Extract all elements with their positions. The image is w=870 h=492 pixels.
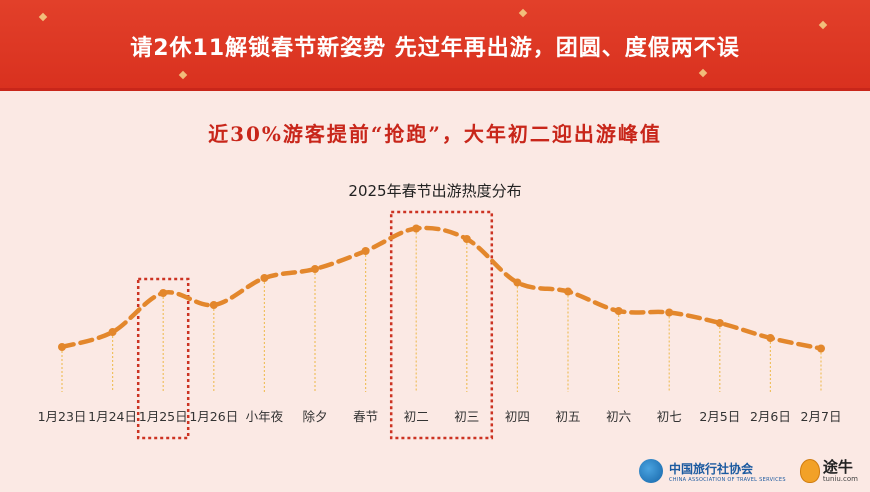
data-point [665, 308, 674, 317]
x-tick-label: 2月5日 [699, 409, 740, 424]
data-point [462, 235, 471, 243]
data-point [412, 224, 421, 233]
cats-logo: 中国旅行社协会 CHINA ASSOCIATION OF TRAVEL SERV… [639, 459, 786, 483]
data-point [614, 307, 623, 315]
series-line [59, 225, 824, 351]
x-tick-label: 除夕 [302, 409, 327, 424]
footer-logos: 中国旅行社协会 CHINA ASSOCIATION OF TRAVEL SERV… [639, 456, 858, 486]
data-point [361, 247, 370, 255]
banner-title: 请2休11解锁春节新姿势 先过年再出游，团圆、度假两不误 [130, 36, 740, 61]
x-tick-label: 初七 [657, 409, 682, 424]
globe-icon [639, 459, 663, 483]
x-tick-label: 2月6日 [750, 409, 791, 424]
data-point [513, 278, 522, 287]
header-banner: 请2休11解锁春节新姿势 先过年再出游，团圆、度假两不误 [0, 0, 870, 91]
x-tick-label: 初五 [555, 409, 580, 424]
tuniu-logo-name: 途牛 [822, 457, 853, 476]
cats-logo-sub: CHINA ASSOCIATION OF TRAVEL SERVICES [669, 476, 786, 483]
x-tick-label: 小年夜 [246, 409, 284, 424]
x-tick-label: 1月23日 [38, 409, 87, 424]
data-point [108, 328, 117, 336]
data-point [564, 287, 572, 296]
x-tick-label: 1月26日 [189, 409, 238, 424]
x-tick-label: 初三 [454, 409, 479, 424]
cow-mascot-icon [799, 459, 820, 483]
data-point [260, 274, 269, 282]
tuniu-logo: 途牛 tuniu.com [799, 457, 858, 483]
tuniu-logo-sub: tuniu.com [822, 474, 858, 483]
highlight-box [136, 277, 190, 440]
x-tick-label: 春节 [353, 409, 378, 424]
data-point [715, 319, 724, 327]
data-point [209, 301, 218, 309]
highlight-box [389, 210, 494, 440]
x-tick-label: 初二 [404, 409, 429, 424]
data-point [766, 334, 775, 342]
chart-title: 2025年春节出游热度分布 [348, 182, 522, 200]
x-tick-label: 1月25日 [139, 409, 188, 424]
data-point [817, 344, 825, 353]
cats-logo-name: 中国旅行社协会 [669, 461, 754, 476]
data-point [159, 289, 168, 297]
data-point [311, 265, 319, 273]
x-tick-label: 初四 [505, 409, 530, 424]
subtitle: 近30%游客提前“抢跑”，大年初二迎出游峰值 [208, 122, 662, 146]
x-tick-label: 初六 [606, 409, 631, 424]
x-tick-label: 1月24日 [88, 409, 137, 424]
x-tick-label: 2月7日 [801, 409, 842, 424]
data-point [58, 343, 66, 351]
